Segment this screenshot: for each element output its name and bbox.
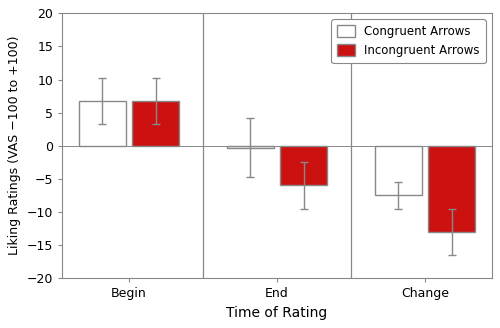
Bar <box>280 146 328 185</box>
Y-axis label: Liking Ratings (VAS −100 to +100): Liking Ratings (VAS −100 to +100) <box>8 36 22 256</box>
Bar <box>226 146 274 148</box>
X-axis label: Time of Rating: Time of Rating <box>226 306 328 320</box>
Bar <box>374 146 422 195</box>
Bar <box>428 146 476 232</box>
Legend: Congruent Arrows, Incongruent Arrows: Congruent Arrows, Incongruent Arrows <box>332 19 486 63</box>
Bar <box>78 101 126 146</box>
Bar <box>132 101 180 146</box>
